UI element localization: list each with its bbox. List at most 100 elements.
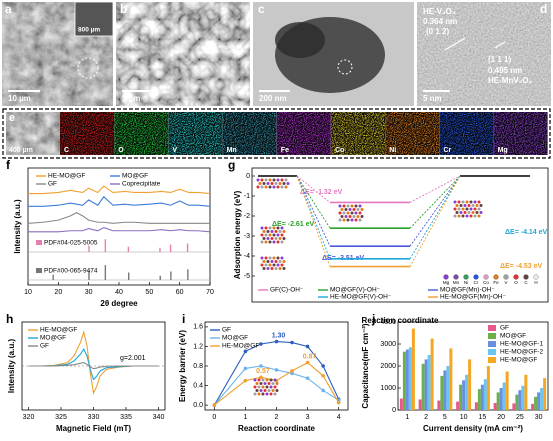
structure-model: [346, 204, 350, 208]
structure-model: [257, 385, 261, 389]
structure-model: [461, 207, 465, 211]
point: [290, 340, 294, 345]
x-tick-label: 30: [535, 414, 543, 421]
structure-model: [274, 267, 278, 270]
bar: [486, 366, 490, 410]
y-tick-label: 1.2: [193, 343, 203, 350]
delta-label: ΔE= -4.53 eV: [500, 263, 543, 270]
panel-label: j: [371, 312, 375, 326]
structure-model: [457, 214, 461, 218]
structure-model: [475, 204, 479, 207]
element-label: C: [64, 147, 69, 154]
point: [259, 342, 263, 346]
x-tick-label: 335: [120, 414, 132, 421]
structure-model: [453, 214, 457, 218]
structure-model: [262, 260, 266, 263]
element-map: [276, 112, 331, 155]
legend-label: HE-MO@GF: [222, 343, 259, 350]
structure-model: [269, 392, 273, 396]
line: [28, 195, 211, 207]
structure-model: [457, 200, 461, 204]
x-axis-label: Reaction coordinate: [238, 424, 315, 433]
line: [213, 341, 340, 406]
atom-label: Cr: [474, 280, 479, 285]
atom-swatch: [493, 274, 499, 280]
map-frame: [2, 108, 551, 159]
sem-image: [116, 2, 250, 106]
atom-swatch: [513, 274, 519, 280]
structure-model: [453, 207, 457, 211]
x-tick-label: 5: [443, 414, 447, 421]
structure-model: [260, 178, 264, 182]
point: [321, 388, 325, 393]
point: [243, 378, 248, 383]
structure-model: [263, 389, 267, 392]
structure-model: [358, 204, 362, 208]
structure-model: [269, 385, 273, 389]
bar: [493, 402, 497, 410]
bar: [502, 382, 506, 410]
structure-model: [270, 267, 274, 270]
structure-model: [286, 182, 290, 185]
legend-label: GF: [222, 327, 231, 334]
x-tick-label: 320: [23, 414, 35, 421]
y-tick-label: 0: [246, 173, 250, 180]
atom-label: Fe: [493, 280, 499, 285]
x-tick-label: 2: [275, 414, 279, 421]
bar: [534, 396, 538, 410]
line: [28, 226, 211, 233]
y-tick-label: 0: [392, 407, 396, 414]
panel-label: g: [228, 158, 235, 172]
structure-model: [256, 178, 260, 182]
legend-label: GF: [500, 325, 509, 332]
x-tick-label: 20: [497, 414, 505, 421]
structure-model: [262, 267, 266, 270]
y-tick-label: -2: [244, 213, 250, 220]
structure-model: [264, 256, 268, 260]
structure-model: [276, 263, 280, 267]
hrtem-image: [417, 2, 551, 106]
bar: [524, 374, 528, 410]
bar: [424, 359, 428, 410]
y-tick-label: -5: [244, 273, 250, 280]
structure-model: [467, 211, 471, 214]
y-axis-label: Energy barrier (eV): [178, 330, 187, 402]
structure-model: [261, 392, 265, 396]
structure-model: [360, 215, 364, 218]
x-tick-label: 25: [516, 414, 524, 421]
legend-label: MO@GF: [122, 173, 148, 180]
structure-model: [276, 240, 280, 244]
x-tick-label: 340: [153, 414, 165, 421]
element-map: [168, 112, 223, 155]
connector: [296, 175, 461, 229]
bar: [402, 351, 406, 410]
structure-model: [282, 260, 286, 263]
legend-label: HE-MO@GF-2: [500, 349, 543, 356]
structure-model: [352, 215, 356, 218]
legend-label: GF: [40, 343, 49, 350]
line: [28, 185, 211, 195]
bar: [531, 403, 535, 410]
structure-model: [253, 385, 257, 389]
structure-model: [469, 207, 473, 211]
bar: [430, 338, 434, 410]
scale-label: 200 nm: [259, 94, 287, 103]
structure-model: [271, 389, 275, 392]
x-tick-label: 1: [405, 414, 409, 421]
structure-model: [276, 178, 280, 182]
element-map: [222, 112, 277, 155]
bar: [540, 388, 544, 410]
structure-model: [473, 207, 477, 211]
point: [259, 364, 263, 368]
bar: [496, 392, 500, 410]
structure-model: [342, 218, 346, 222]
line: [213, 365, 339, 406]
y-tick-label: 1000: [380, 385, 396, 392]
bar: [459, 384, 463, 410]
structure-model: [280, 226, 284, 230]
atom-swatch: [443, 274, 449, 280]
bar: [399, 398, 403, 410]
atom-label: Mg: [443, 280, 450, 285]
element-map: [493, 112, 548, 155]
